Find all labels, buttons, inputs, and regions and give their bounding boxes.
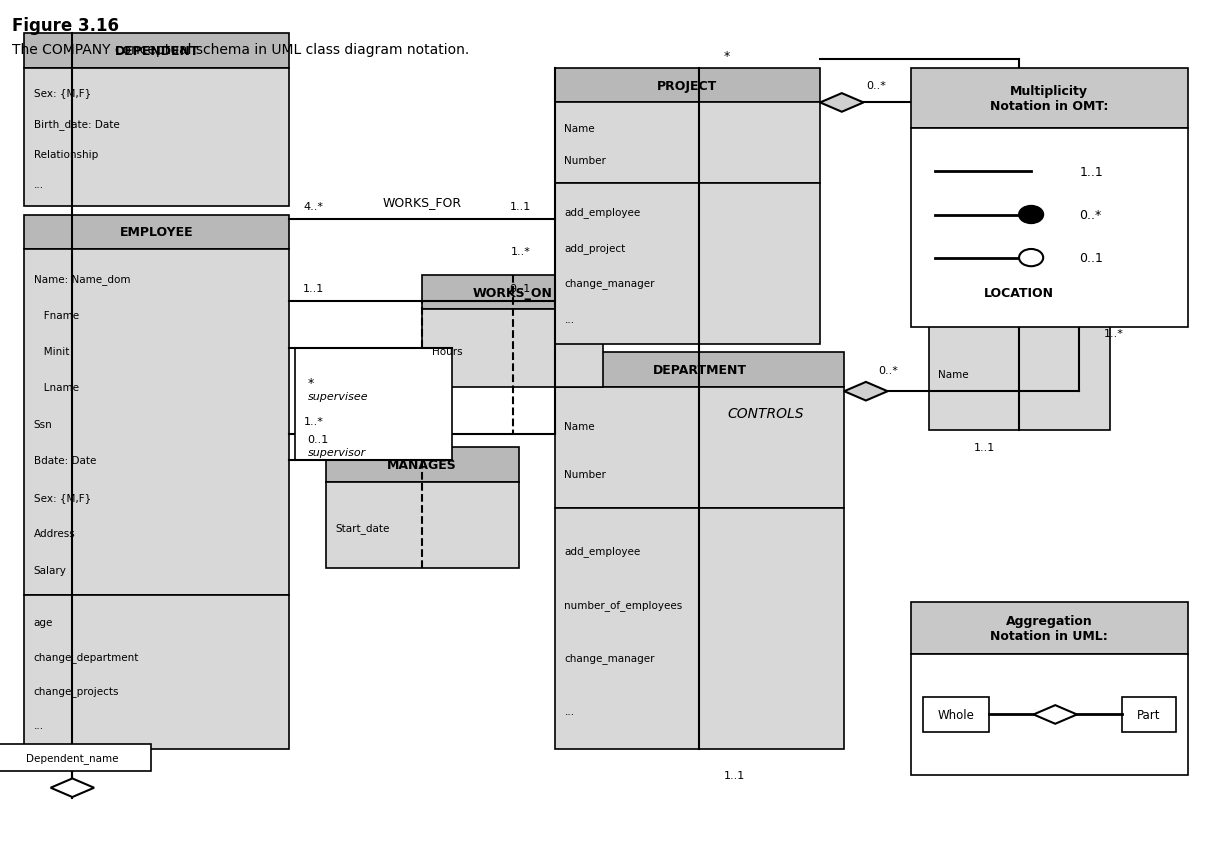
Text: 1..1: 1..1 xyxy=(303,283,324,294)
Text: The COMPANY conceptual schema in UML class diagram notation.: The COMPANY conceptual schema in UML cla… xyxy=(12,43,469,57)
Text: 0..1: 0..1 xyxy=(509,283,531,294)
Text: Multiplicity
Notation in OMT:: Multiplicity Notation in OMT: xyxy=(990,85,1108,113)
Text: Part: Part xyxy=(1137,708,1160,722)
Text: Sex: {M,F}: Sex: {M,F} xyxy=(34,492,90,502)
FancyBboxPatch shape xyxy=(929,310,1110,430)
FancyBboxPatch shape xyxy=(923,697,989,732)
Text: 1..1: 1..1 xyxy=(509,201,531,212)
FancyBboxPatch shape xyxy=(555,69,820,103)
Text: 0..1: 0..1 xyxy=(1079,251,1103,265)
Polygon shape xyxy=(51,778,94,797)
Polygon shape xyxy=(1034,705,1077,724)
FancyBboxPatch shape xyxy=(24,215,289,250)
Text: 1..1: 1..1 xyxy=(973,443,995,453)
Text: Number: Number xyxy=(564,156,607,166)
Text: number_of_employees: number_of_employees xyxy=(564,599,683,610)
FancyBboxPatch shape xyxy=(24,596,289,749)
FancyBboxPatch shape xyxy=(422,310,603,387)
Text: LOCATION: LOCATION xyxy=(984,286,1054,300)
Text: 1..*: 1..* xyxy=(511,247,531,257)
Text: Minit: Minit xyxy=(34,347,69,356)
Text: Hours: Hours xyxy=(432,346,462,356)
Text: 1..1: 1..1 xyxy=(724,770,745,780)
Text: 0..*: 0..* xyxy=(1079,208,1101,222)
Text: Number: Number xyxy=(564,469,607,480)
Text: EMPLOYEE: EMPLOYEE xyxy=(119,226,194,239)
Text: Dependent_name: Dependent_name xyxy=(27,753,118,763)
Text: add_employee: add_employee xyxy=(564,207,640,218)
Text: DEPENDENT: DEPENDENT xyxy=(115,45,199,59)
FancyBboxPatch shape xyxy=(911,69,1188,129)
FancyBboxPatch shape xyxy=(326,482,519,568)
FancyBboxPatch shape xyxy=(555,387,844,508)
Text: 1..*: 1..* xyxy=(304,417,323,427)
Text: PROJECT: PROJECT xyxy=(657,79,718,93)
Polygon shape xyxy=(844,382,888,401)
FancyBboxPatch shape xyxy=(0,744,151,771)
FancyBboxPatch shape xyxy=(929,276,1110,310)
Text: change_projects: change_projects xyxy=(34,685,119,697)
Text: MANAGES: MANAGES xyxy=(387,458,457,472)
Text: CONTROLS: CONTROLS xyxy=(727,406,804,420)
Text: change_manager: change_manager xyxy=(564,653,655,664)
FancyBboxPatch shape xyxy=(555,103,820,183)
Text: 0..*: 0..* xyxy=(866,81,885,91)
FancyBboxPatch shape xyxy=(555,183,820,344)
Text: Birth_date: Date: Birth_date: Date xyxy=(34,119,119,129)
Text: Name: Name xyxy=(938,369,968,379)
FancyBboxPatch shape xyxy=(911,129,1188,327)
Text: 0..*: 0..* xyxy=(878,365,897,375)
Text: age: age xyxy=(34,617,53,628)
Text: *: * xyxy=(308,376,314,390)
Text: WORKS_ON: WORKS_ON xyxy=(473,286,552,300)
FancyBboxPatch shape xyxy=(422,276,603,310)
Text: Name: Name xyxy=(564,124,595,134)
Text: Aggregation
Notation in UML:: Aggregation Notation in UML: xyxy=(990,615,1108,642)
Text: change_manager: change_manager xyxy=(564,278,655,289)
Polygon shape xyxy=(820,94,863,113)
Text: 1..*: 1..* xyxy=(1103,329,1123,338)
FancyBboxPatch shape xyxy=(24,34,289,69)
Text: Fname: Fname xyxy=(34,310,78,320)
Text: Start_date: Start_date xyxy=(335,523,390,534)
FancyBboxPatch shape xyxy=(555,508,844,749)
Text: *: * xyxy=(724,49,730,63)
FancyBboxPatch shape xyxy=(555,353,844,387)
Text: Whole: Whole xyxy=(937,708,974,722)
Text: Figure 3.16: Figure 3.16 xyxy=(12,17,119,35)
Text: 4..*: 4..* xyxy=(304,201,323,212)
Text: WORKS_FOR: WORKS_FOR xyxy=(382,195,462,209)
Text: Lname: Lname xyxy=(34,383,78,393)
Circle shape xyxy=(1019,250,1043,267)
Text: Name: Name_dom: Name: Name_dom xyxy=(34,273,130,284)
Circle shape xyxy=(1019,207,1043,224)
Text: Relationship: Relationship xyxy=(34,150,98,159)
Text: Name: Name xyxy=(564,421,595,431)
FancyBboxPatch shape xyxy=(295,349,452,461)
Text: ...: ... xyxy=(34,720,43,730)
Text: ...: ... xyxy=(564,707,574,716)
Text: DEPARTMENT: DEPARTMENT xyxy=(652,363,747,377)
Text: change_department: change_department xyxy=(34,652,139,662)
Text: Salary: Salary xyxy=(34,565,66,575)
Text: add_employee: add_employee xyxy=(564,545,640,556)
Text: Sex: {M,F}: Sex: {M,F} xyxy=(34,89,90,98)
Text: add_project: add_project xyxy=(564,243,626,253)
FancyBboxPatch shape xyxy=(326,448,519,482)
Text: Ssn: Ssn xyxy=(34,419,53,430)
Text: supervisor: supervisor xyxy=(308,447,365,457)
Text: ...: ... xyxy=(34,180,43,190)
Text: Address: Address xyxy=(34,529,76,538)
FancyBboxPatch shape xyxy=(24,250,289,596)
Text: Bdate: Date: Bdate: Date xyxy=(34,455,96,466)
FancyBboxPatch shape xyxy=(24,69,289,207)
Text: 0..1: 0..1 xyxy=(308,434,329,444)
Text: supervisee: supervisee xyxy=(308,391,368,401)
Text: 1..1: 1..1 xyxy=(1079,165,1103,179)
FancyBboxPatch shape xyxy=(911,603,1188,654)
FancyBboxPatch shape xyxy=(911,654,1188,775)
FancyBboxPatch shape xyxy=(1122,697,1176,732)
Text: ...: ... xyxy=(564,314,574,325)
